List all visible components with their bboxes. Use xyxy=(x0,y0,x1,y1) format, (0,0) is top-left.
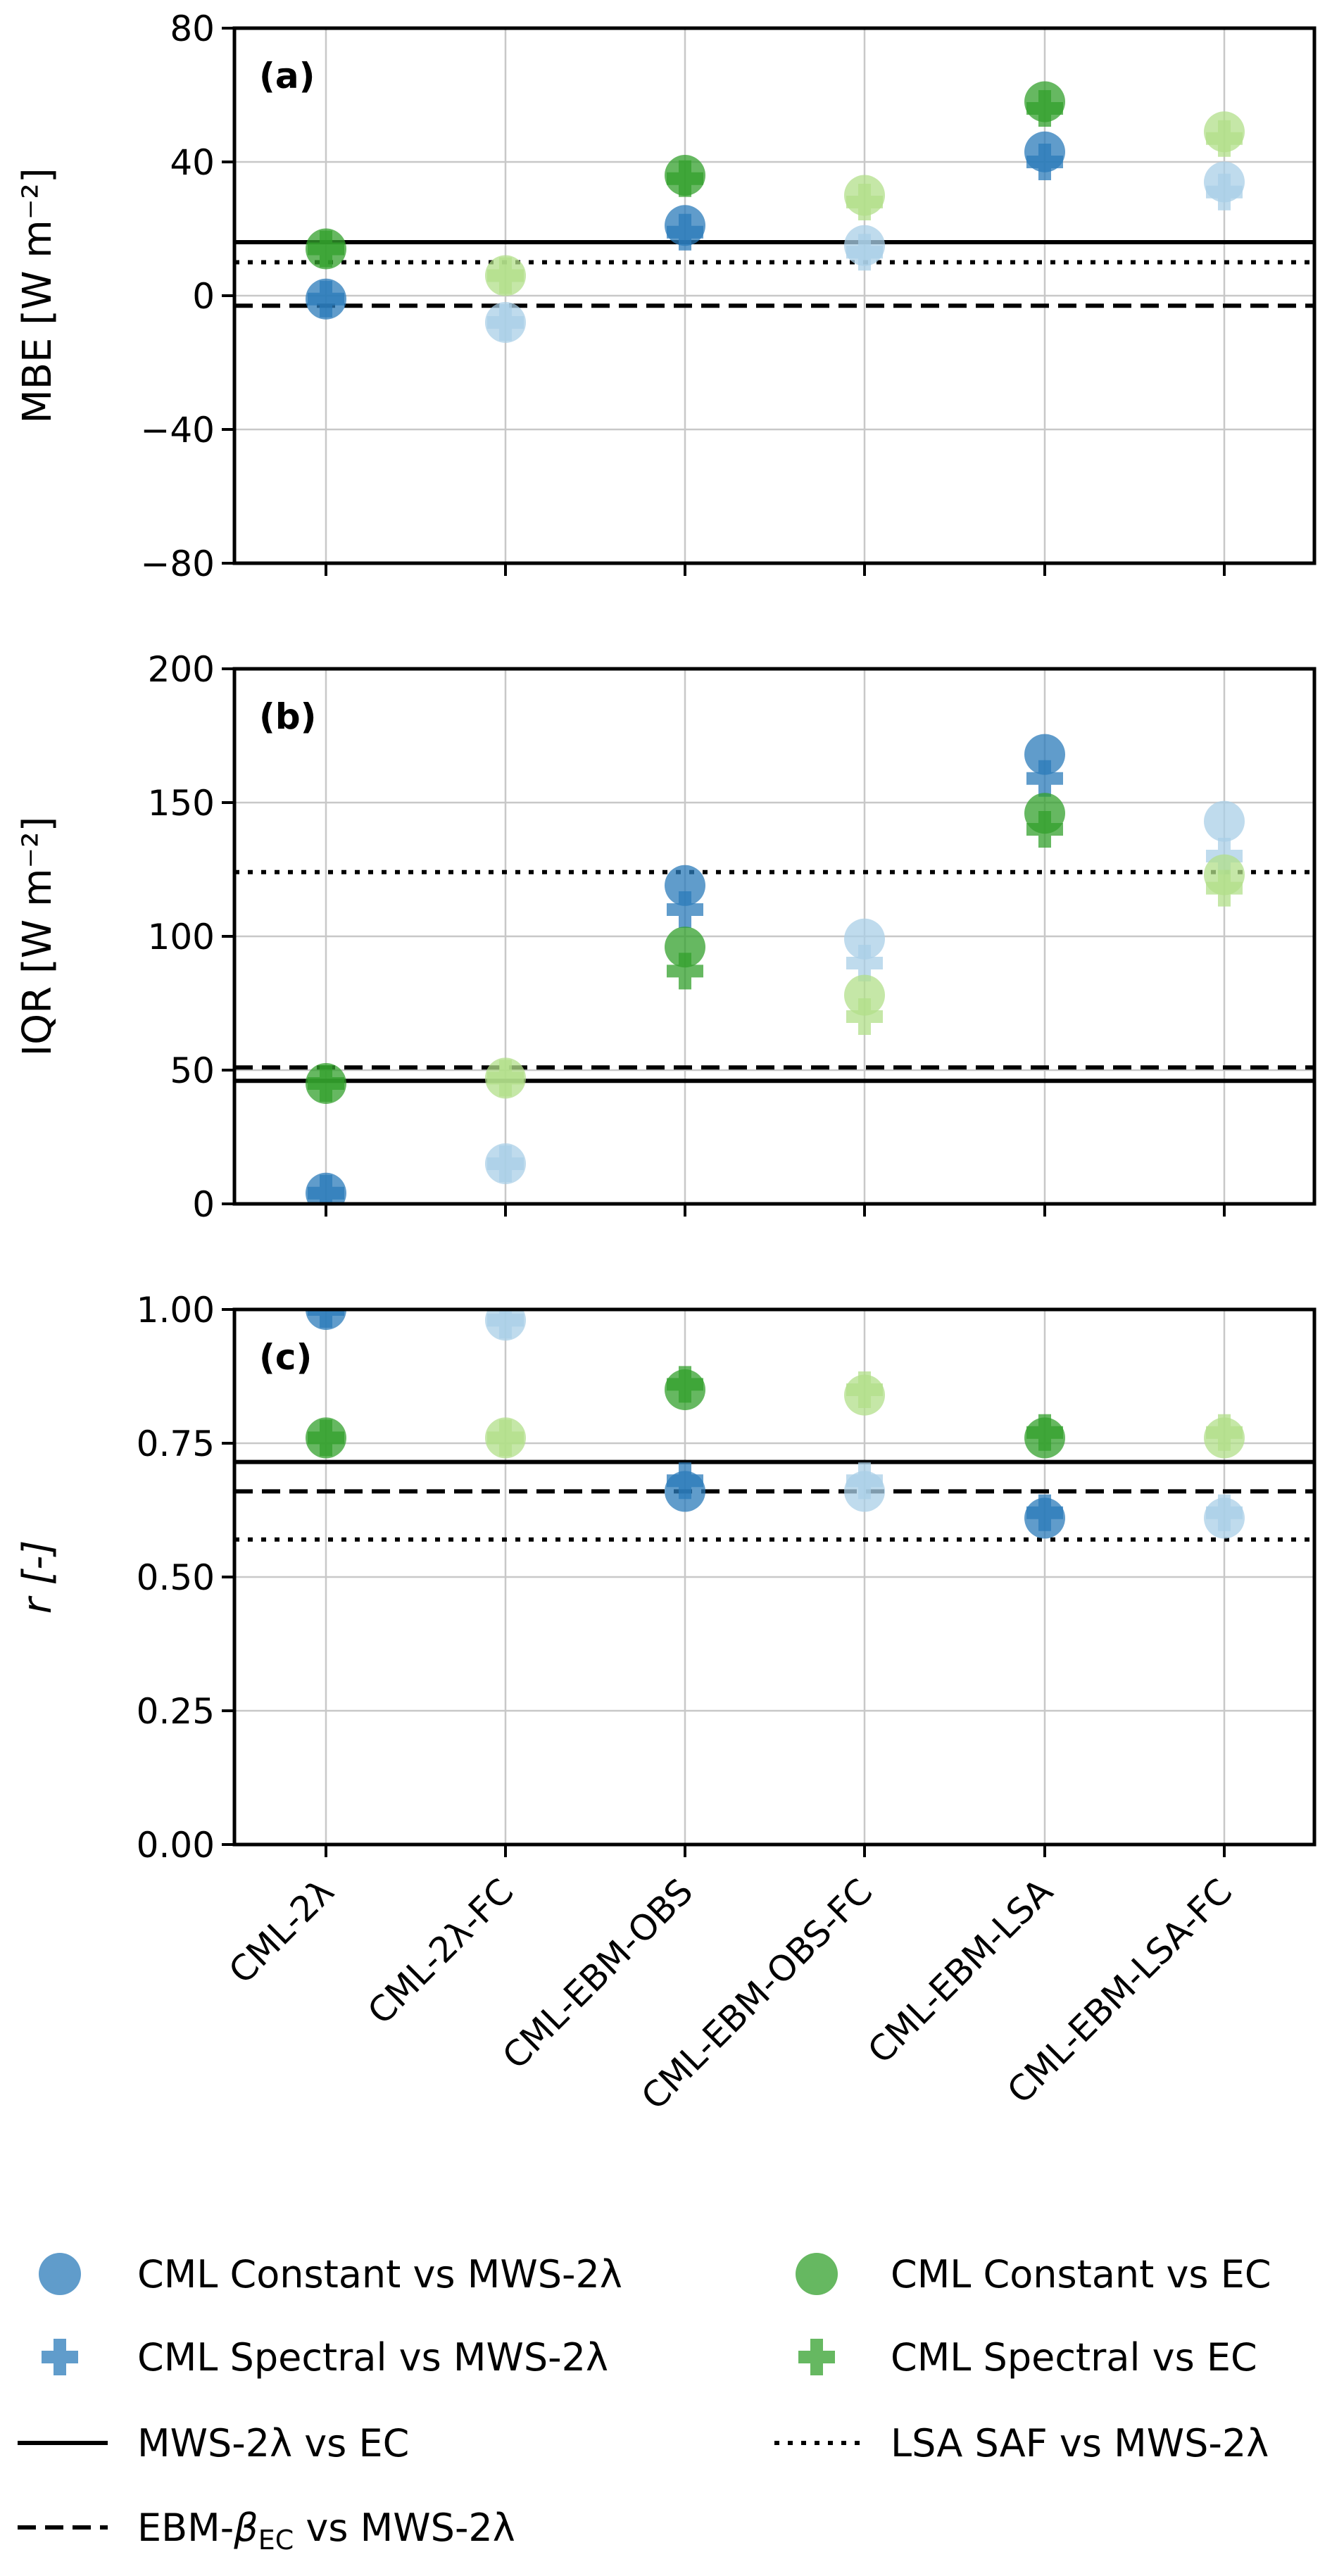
point-plus xyxy=(487,1060,524,1097)
point-plus xyxy=(667,1462,703,1500)
point-plus xyxy=(1026,144,1063,180)
y-axis-label: r [-] xyxy=(15,1540,61,1614)
panel-1: −80 −40 0 40 80 MBE [W m⁻²] (a) xyxy=(15,8,1317,584)
y-tick-label: −80 xyxy=(140,544,215,584)
data-points xyxy=(306,734,1245,1204)
point-plus xyxy=(1206,869,1243,907)
y-tick-label: 100 xyxy=(148,917,215,957)
point-plus xyxy=(487,1145,524,1182)
data-points xyxy=(306,81,1245,343)
legend-label: MWS-2λ vs EC xyxy=(137,2421,409,2465)
data-points xyxy=(306,1309,1245,1539)
point-circle xyxy=(1024,734,1065,775)
y-tick-label: 0.25 xyxy=(137,1691,215,1732)
point-plus xyxy=(487,304,524,341)
y-tick-label: 0.50 xyxy=(137,1557,215,1598)
point-plus xyxy=(846,184,883,220)
legend-label: EBM-βEC vs MWS-2λ xyxy=(137,2506,515,2556)
legend-label: CML Spectral vs EC xyxy=(891,2335,1257,2380)
point-plus xyxy=(1206,173,1243,211)
point-plus xyxy=(308,1309,344,1328)
y-tick-label: 0.75 xyxy=(137,1424,215,1464)
y-tick-label: 0.00 xyxy=(137,1825,215,1866)
y-axis-label: MBE [W m⁻²] xyxy=(15,168,61,423)
panel-2: 0 50 100 150 200 IQR [W m⁻²] (b) xyxy=(15,649,1317,1225)
point-circle xyxy=(665,926,705,968)
legend-marker-circle xyxy=(39,2253,81,2295)
point-plus xyxy=(1026,1494,1063,1531)
point-circle xyxy=(844,974,885,1016)
point-plus xyxy=(667,160,703,197)
y-tick-label: 1.00 xyxy=(137,1290,215,1331)
legend-label-subscript: EC xyxy=(258,2525,294,2556)
point-plus xyxy=(1026,760,1063,797)
panel-label: (a) xyxy=(259,56,315,96)
legend-label: CML Constant vs MWS-2λ xyxy=(137,2252,622,2297)
point-plus xyxy=(1206,1494,1243,1531)
point-plus xyxy=(308,1419,344,1457)
y-tick-label: 0 xyxy=(192,1184,215,1225)
point-circle xyxy=(1204,800,1245,842)
y-tick-label: 0 xyxy=(192,276,215,317)
y-tick-label: 80 xyxy=(170,8,215,49)
point-plus xyxy=(487,1419,524,1457)
point-plus xyxy=(846,234,883,271)
y-tick-label: 200 xyxy=(148,649,215,690)
point-plus xyxy=(1026,90,1063,127)
x-tick-label: CML-2λ-FC xyxy=(360,1871,521,2032)
point-plus xyxy=(308,280,344,318)
panel-3: 0.00 0.25 0.50 0.75 1.00 r [-] (c) xyxy=(15,1290,1317,1866)
legend-label-part: vs MWS-2λ xyxy=(294,2506,515,2550)
panel-label: (b) xyxy=(259,696,317,737)
x-tick-label: CML-2λ xyxy=(221,1871,341,1991)
point-plus xyxy=(667,891,703,928)
point-plus xyxy=(308,1065,344,1102)
legend-label-part: β xyxy=(233,2506,258,2550)
x-tick-label: CML-EBM-LSA xyxy=(860,1871,1061,2071)
legend-label: CML Spectral vs MWS-2λ xyxy=(137,2335,608,2380)
point-circle xyxy=(665,865,705,906)
point-plus xyxy=(487,1309,524,1339)
legend-marker-plus xyxy=(798,2339,835,2375)
x-tick-label: CML-EBM-OBS xyxy=(495,1871,701,2077)
y-tick-label: −40 xyxy=(140,410,215,451)
panel-label: (c) xyxy=(259,1337,312,1378)
point-plus xyxy=(667,953,703,990)
point-plus xyxy=(487,257,524,294)
y-tick-label: 150 xyxy=(148,783,215,824)
y-tick-label: 50 xyxy=(170,1050,215,1091)
point-plus xyxy=(1026,811,1063,848)
point-circle xyxy=(844,918,885,960)
legend: CML Constant vs MWS-2λ CML Constant vs EC… xyxy=(18,2252,1271,2556)
point-plus xyxy=(308,230,344,268)
point-plus xyxy=(667,213,703,251)
legend-marker-circle xyxy=(796,2253,838,2295)
point-plus xyxy=(846,998,883,1035)
legend-marker-plus xyxy=(42,2339,78,2375)
point-plus xyxy=(1206,1414,1243,1451)
x-tick-labels: CML-2λ CML-2λ-FCCML-EBM-OBSCML-EBM-OBS-FC… xyxy=(221,1871,1240,2118)
y-axis-label: IQR [W m⁻²] xyxy=(15,817,61,1057)
point-plus xyxy=(1206,120,1243,157)
point-plus xyxy=(667,1366,703,1403)
point-plus xyxy=(308,1174,344,1204)
legend-label: LSA SAF vs MWS-2λ xyxy=(891,2421,1269,2465)
point-plus xyxy=(1026,1414,1063,1451)
point-plus xyxy=(846,1462,883,1500)
point-plus xyxy=(846,945,883,981)
y-tick-label: 40 xyxy=(170,142,215,183)
legend-label: CML Constant vs EC xyxy=(891,2252,1271,2297)
legend-label-part: EBM- xyxy=(137,2506,234,2550)
point-plus xyxy=(846,1371,883,1408)
